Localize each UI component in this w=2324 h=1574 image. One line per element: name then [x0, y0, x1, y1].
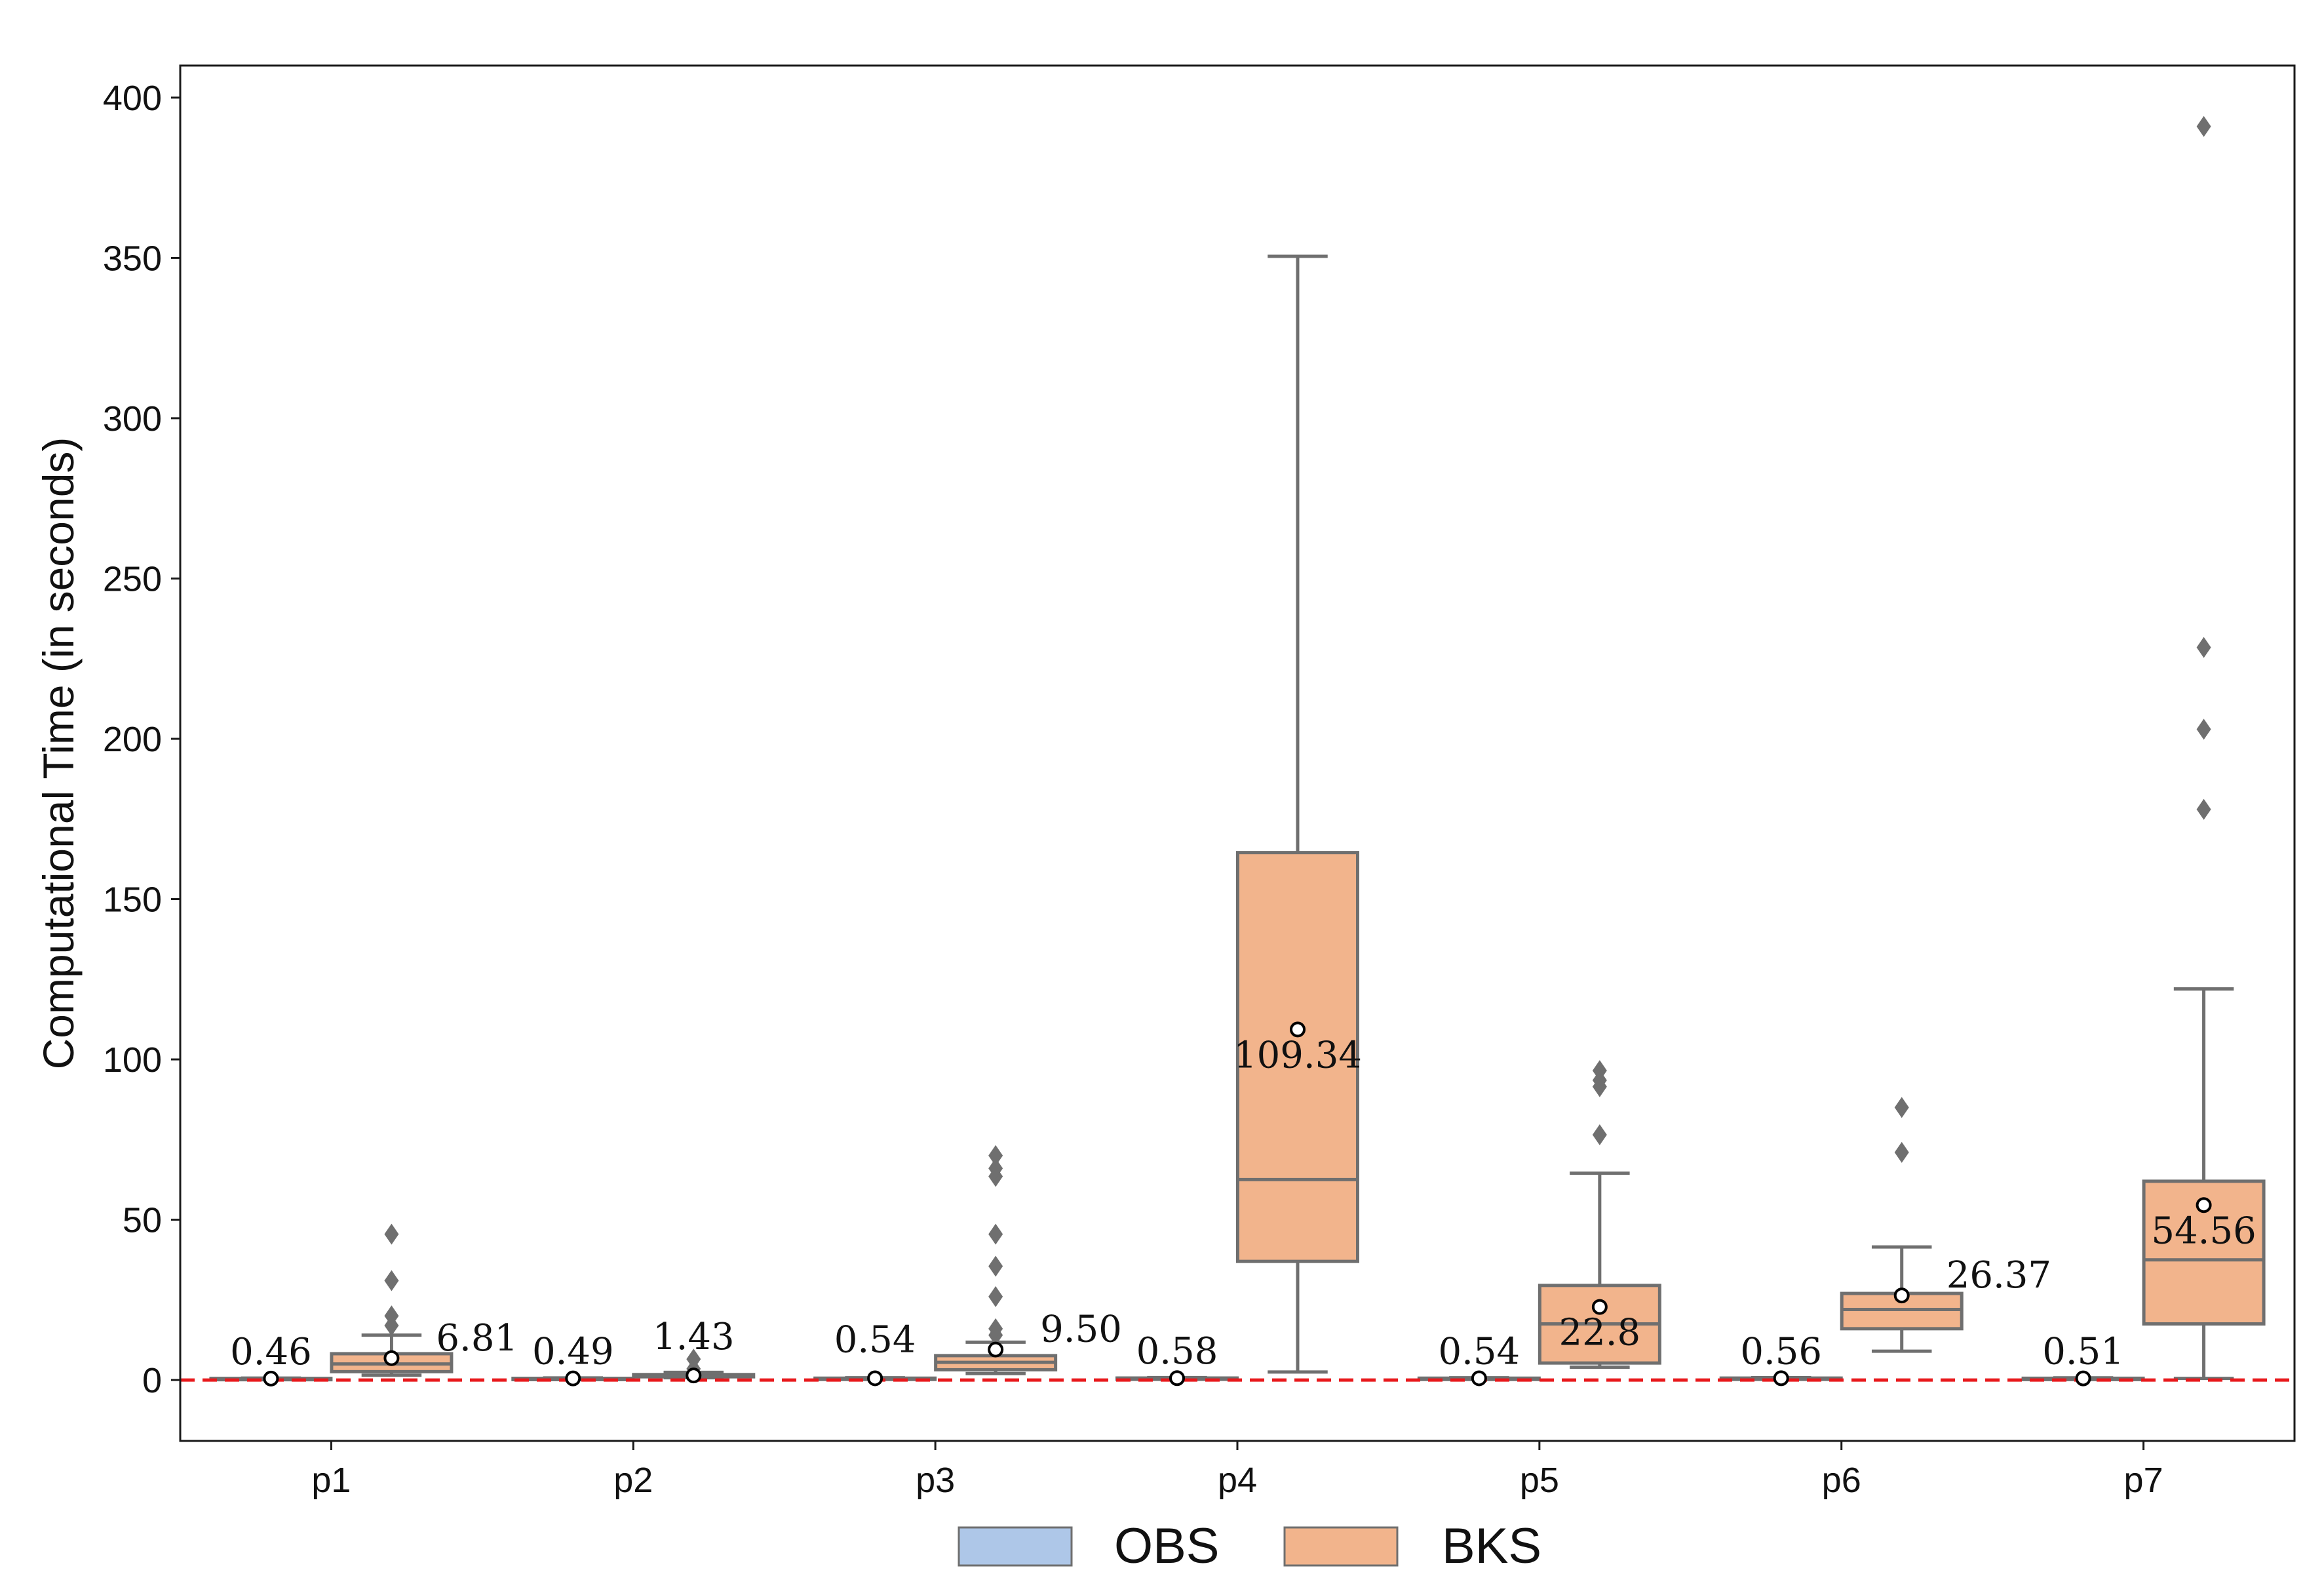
mean-marker-obs-p5 — [1471, 1370, 1487, 1387]
outlier-point — [2196, 115, 2211, 137]
mean-marker-bks-p4 — [1290, 1021, 1306, 1038]
y-axis-label: Computational Time (in seconds) — [34, 437, 83, 1070]
outlier-point — [686, 1348, 701, 1370]
mean-label-obs-p1: 0.46 — [230, 1331, 312, 1373]
y-tick-label: 200 — [103, 720, 162, 759]
mean-label-bks-p1: 6.81 — [436, 1317, 518, 1360]
mean-label-bks-p4: 109.34 — [1233, 1034, 1362, 1076]
legend-swatch-bks — [1283, 1526, 1399, 1567]
box-iqr — [1236, 851, 1359, 1263]
outlier-point — [1894, 1097, 1909, 1118]
outlier-point — [384, 1223, 399, 1245]
box-bks-p5 — [1538, 1060, 1661, 1369]
x-tick-label-p4: p4 — [1218, 1461, 1257, 1500]
plot-layer: 0.46 6.81 0.49 1.43 0.54 9.50 0.58 109.34 0.54 22… — [180, 115, 2295, 1387]
outlier-point — [988, 1223, 1003, 1245]
x-tick-label-p6: p6 — [1822, 1461, 1861, 1500]
box-iqr — [2142, 1179, 2266, 1326]
mean-label-obs-p6: 0.56 — [1740, 1330, 1822, 1373]
x-tick-label-p7: p7 — [2124, 1461, 2163, 1500]
y-tick-label: 100 — [103, 1040, 162, 1080]
outlier-point — [384, 1305, 399, 1327]
x-tick-label-p2: p2 — [613, 1461, 653, 1500]
box-bks-p4 — [1236, 254, 1359, 1374]
mean-marker-obs-p4 — [1169, 1370, 1185, 1387]
y-tick-label: 150 — [103, 880, 162, 920]
mean-marker-bks-p2 — [686, 1367, 702, 1384]
mean-marker-bks-p3 — [988, 1341, 1004, 1358]
x-tick-label-p5: p5 — [1520, 1461, 1559, 1500]
axis-layer: 0 50 100 150 200 250 300 350 400 p1 p2 p3 p4 p5 p6 p7 — [103, 79, 2163, 1500]
x-tick-label-p3: p3 — [916, 1461, 955, 1500]
mean-label-obs-p7: 0.51 — [2042, 1331, 2124, 1373]
mean-label-bks-p7: 54.56 — [2151, 1210, 2256, 1252]
box-bks-p3 — [934, 1145, 1058, 1375]
mean-label-bks-p3: 9.50 — [1040, 1308, 1122, 1351]
outlier-point — [988, 1318, 1003, 1339]
mean-marker-obs-p6 — [1773, 1370, 1789, 1387]
mean-label-bks-p6: 26.37 — [1946, 1254, 2051, 1297]
mean-marker-bks-p1 — [383, 1350, 400, 1366]
mean-label-obs-p4: 0.58 — [1136, 1330, 1218, 1373]
mean-marker-obs-p7 — [2075, 1370, 2091, 1387]
y-tick-label: 400 — [103, 79, 162, 118]
outlier-point — [1592, 1060, 1607, 1082]
legend-label-obs: OBS — [1114, 1518, 1220, 1574]
outlier-point — [2196, 718, 2211, 740]
mean-label-bks-p2: 1.43 — [653, 1316, 735, 1358]
outlier-point — [988, 1255, 1003, 1277]
outlier-point — [988, 1145, 1003, 1166]
outlier-point — [988, 1158, 1003, 1179]
box-bks-p7 — [2142, 115, 2266, 1381]
mean-marker-obs-p1 — [263, 1370, 279, 1387]
y-tick-label: 350 — [103, 239, 162, 278]
outlier-point — [2196, 637, 2211, 658]
outlier-point — [988, 1286, 1003, 1307]
mean-marker-bks-p7 — [2196, 1197, 2212, 1213]
mean-marker-obs-p3 — [867, 1370, 883, 1387]
legend: OBS BKS — [958, 1518, 1541, 1574]
mean-label-obs-p5: 0.54 — [1439, 1330, 1520, 1373]
mean-marker-bks-p6 — [1893, 1288, 1910, 1304]
x-tick-label-p1: p1 — [311, 1461, 351, 1500]
mean-marker-bks-p5 — [1591, 1299, 1608, 1315]
y-tick-label: 300 — [103, 399, 162, 439]
mean-marker-obs-p2 — [565, 1370, 581, 1387]
box-bks-p1 — [330, 1223, 454, 1377]
y-tick-label: 250 — [103, 559, 162, 599]
outlier-point — [1894, 1141, 1909, 1163]
y-tick-label: 0 — [142, 1361, 162, 1400]
outlier-point — [1592, 1124, 1607, 1145]
outlier-point — [2196, 798, 2211, 820]
legend-swatch-obs — [958, 1526, 1073, 1567]
mean-label-obs-p2: 0.49 — [532, 1331, 614, 1373]
mean-label-bks-p5: 22.8 — [1559, 1312, 1641, 1354]
outlier-point — [384, 1270, 399, 1291]
legend-label-bks: BKS — [1442, 1518, 1541, 1574]
y-tick-label: 50 — [123, 1201, 162, 1240]
mean-label-obs-p3: 0.54 — [834, 1318, 916, 1361]
